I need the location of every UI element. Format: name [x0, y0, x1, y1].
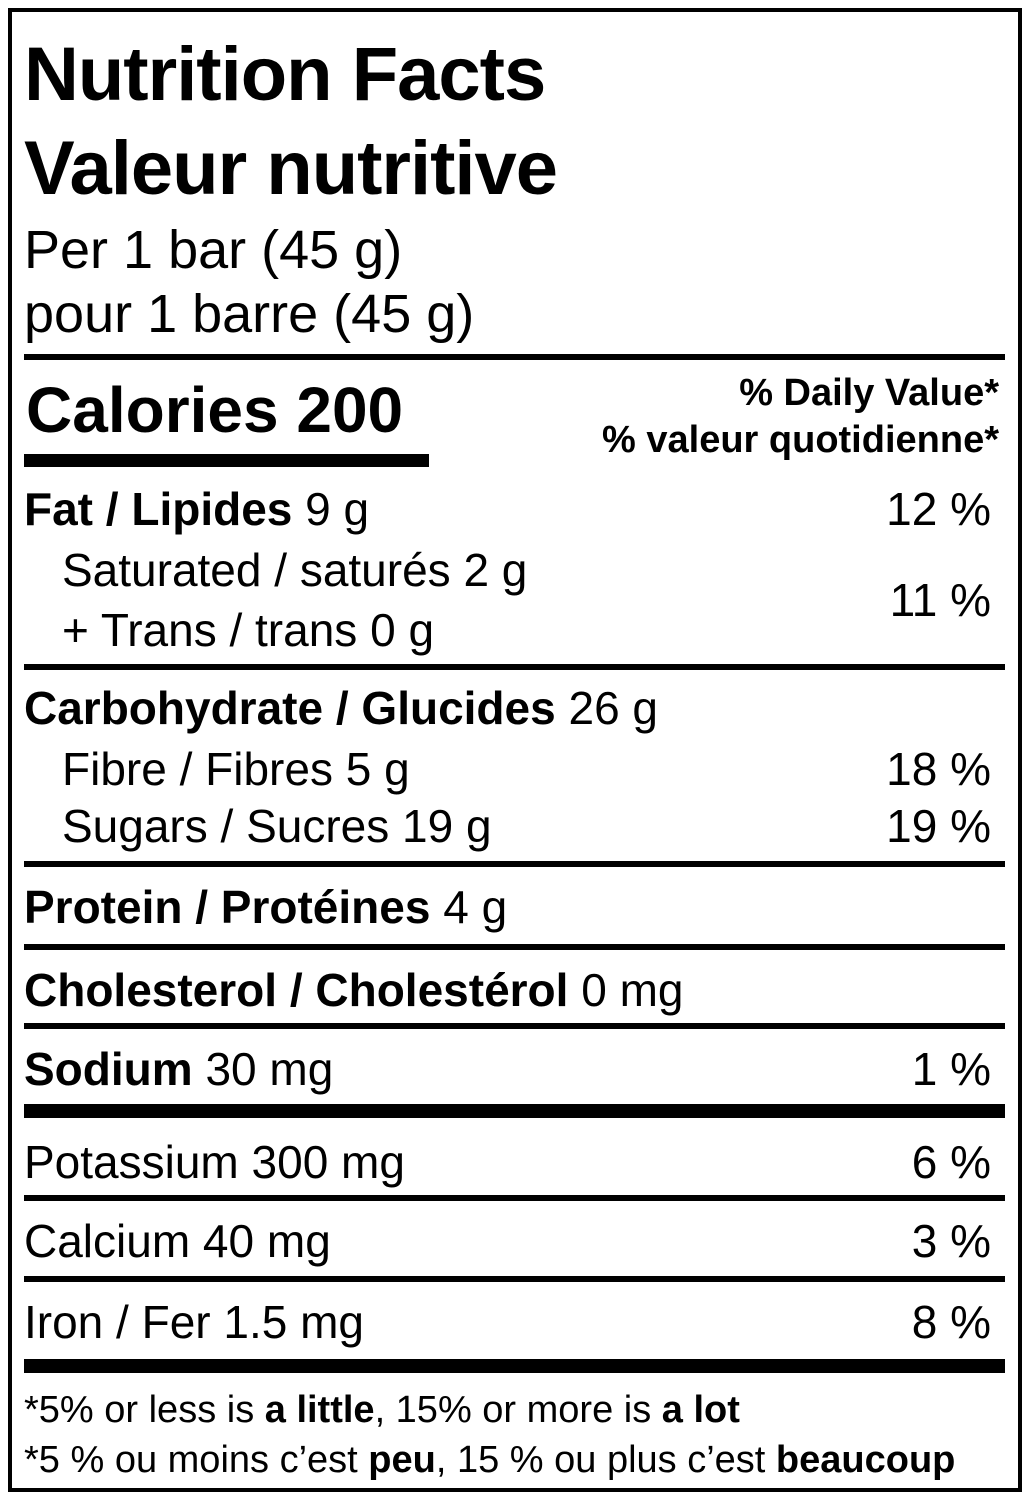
thick-divider — [24, 1104, 1005, 1118]
nutrition-facts-table: Nutrition Facts Valeur nutritive Per 1 b… — [8, 8, 1022, 1492]
serving-size-french: pour 1 barre (45 g) — [24, 284, 475, 344]
nutrient-name: Sugars / Sucres 19 g — [62, 800, 492, 852]
nutrient-amount: 0 mg — [568, 964, 684, 1016]
daily-value-percent: 18 % — [886, 743, 991, 795]
nutrient-name: Protein / Protéines 4 g — [24, 881, 508, 933]
daily-value-percent: 1 % — [911, 1043, 991, 1095]
divider — [24, 664, 1005, 670]
row-calcium: Calcium 40 mg 3 % — [24, 1213, 1005, 1270]
divider — [24, 1023, 1005, 1029]
footnote-french: *5 % ou moins c’est peu, 15 % ou plus c’… — [24, 1439, 956, 1481]
nutrient-name: Sodium 30 mg — [24, 1043, 334, 1095]
row-potassium: Potassium 300 mg 6 % — [24, 1134, 1005, 1191]
row-iron: Iron / Fer 1.5 mg 8 % — [24, 1294, 1005, 1351]
nutrient-amount: 26 g — [555, 682, 659, 734]
nutrient-name: Calcium 40 mg — [24, 1215, 331, 1267]
daily-value-percent: 8 % — [911, 1296, 991, 1348]
nutrient-name: Fibre / Fibres 5 g — [62, 743, 410, 795]
footnote-english: *5% or less is a little, 15% or more is … — [24, 1389, 740, 1431]
daily-value-percent: 11 % — [889, 574, 991, 626]
nutrient-name: Potassium 300 mg — [24, 1136, 405, 1188]
nutrient-amount: 9 g — [292, 483, 370, 535]
nutrient-name: Fat / Lipides 9 g — [24, 483, 370, 535]
row-fat: Fat / Lipides 9 g 12 % — [24, 481, 1005, 538]
saturated-line: Saturated / saturés 2 g — [62, 544, 528, 596]
divider-header — [24, 354, 1005, 360]
thick-divider — [24, 1359, 1005, 1373]
nutrient-amount: 30 mg — [192, 1043, 334, 1095]
nutrient-name: Iron / Fer 1.5 mg — [24, 1296, 365, 1348]
title-french: Valeur nutritive — [24, 126, 558, 211]
calories-section: Calories 200 % Daily Value* % valeur quo… — [24, 360, 1005, 467]
trans-line: + Trans / trans 0 g — [62, 604, 435, 656]
row-saturated-trans: Saturated / saturés 2 g + Trans / trans … — [24, 540, 1005, 660]
divider — [24, 1276, 1005, 1282]
daily-value-header-english: % Daily Value* — [739, 372, 999, 414]
calories-value: Calories 200 — [24, 370, 430, 467]
serving-size-english: Per 1 bar (45 g) — [24, 220, 403, 280]
daily-value-percent: 3 % — [911, 1215, 991, 1267]
row-cholesterol: Cholesterol / Cholestérol 0 mg — [24, 962, 1005, 1019]
row-carbohydrate: Carbohydrate / Glucides 26 g — [24, 680, 1005, 737]
row-sugars: Sugars / Sucres 19 g 19 % — [24, 798, 1005, 855]
nutrient-amount: 4 g — [430, 881, 508, 933]
nutrient-name: Saturated / saturés 2 g + Trans / trans … — [24, 540, 527, 660]
daily-value-percent: 19 % — [886, 800, 991, 852]
divider — [24, 944, 1005, 950]
divider — [24, 1195, 1005, 1201]
daily-value-header: % Daily Value* % valeur quotidienne* — [602, 370, 1005, 464]
daily-value-percent: 12 % — [886, 483, 991, 535]
row-protein: Protein / Protéines 4 g — [24, 879, 1005, 936]
daily-value-header-french: % valeur quotidienne* — [602, 419, 999, 461]
nutrient-name: Cholesterol / Cholestérol 0 mg — [24, 964, 684, 1016]
daily-value-percent: 6 % — [911, 1136, 991, 1188]
nutrient-name: Carbohydrate / Glucides 26 g — [24, 682, 659, 734]
row-fibre: Fibre / Fibres 5 g 18 % — [24, 741, 1005, 798]
row-sodium: Sodium 30 mg 1 % — [24, 1041, 1005, 1098]
divider — [24, 861, 1005, 867]
title-english: Nutrition Facts — [24, 32, 546, 117]
